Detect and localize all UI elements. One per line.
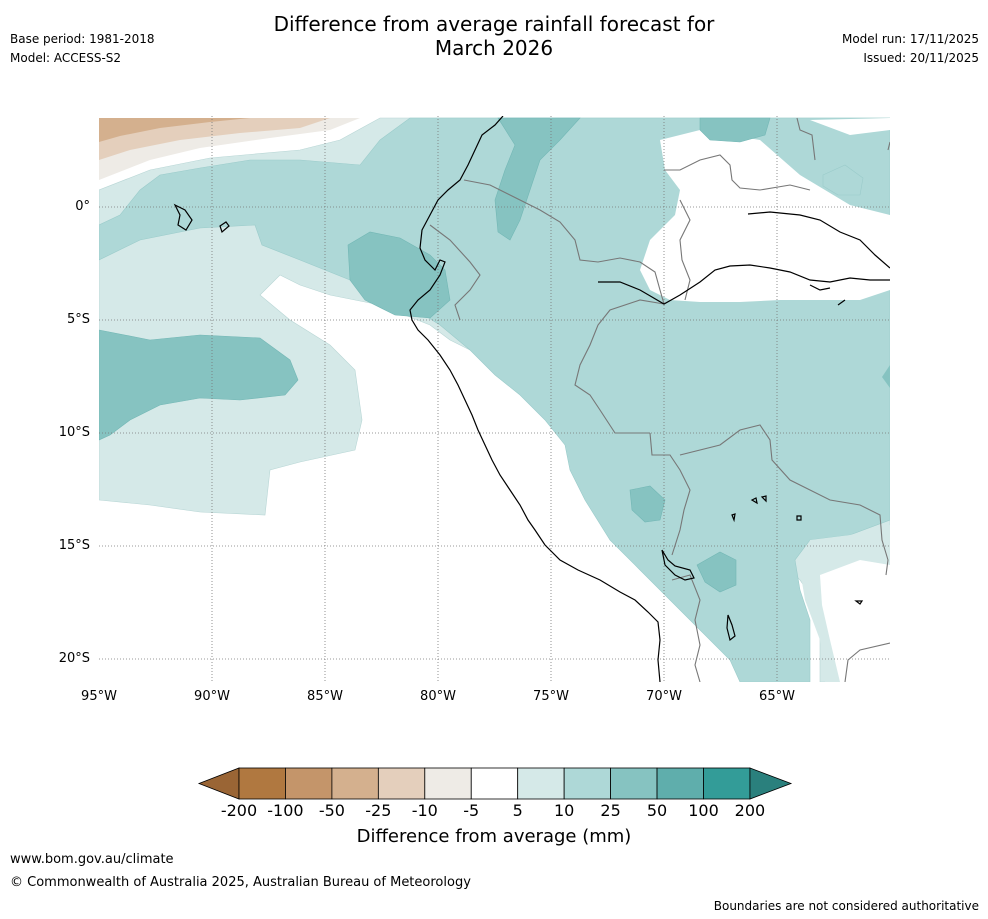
copyright-text: © Commonwealth of Australia 2025, Austra… (10, 875, 471, 890)
colorbar-extend-low (197, 767, 240, 800)
lon-label-85w: 85°W (307, 689, 343, 704)
model-text: Model: ACCESS-S2 (10, 51, 122, 65)
lon-label-90w: 90°W (194, 689, 230, 704)
colorbar-tick-label: 50 (646, 801, 668, 820)
map-area (99, 116, 890, 682)
contour-brown-dry (99, 118, 250, 142)
coastline (173, 116, 890, 682)
colorbar-swatch (656, 767, 704, 800)
lon-label-80w: 80°W (420, 689, 456, 704)
contour-dark-teal-north (494, 117, 581, 241)
contour-dark-teal-ne (699, 117, 771, 143)
disclaimer-text: Boundaries are not considered authoritat… (713, 899, 979, 913)
lon-label-95w: 95°W (81, 689, 117, 704)
colorbar-tick-label: 10 (553, 801, 575, 820)
title-line-1: Difference from average rainfall forecas… (273, 12, 715, 36)
contour-white-east (810, 118, 890, 135)
colorbar-swatch (610, 767, 658, 800)
colorbar-tick-label: -10 (411, 801, 438, 820)
colorbar-swatch (424, 767, 472, 800)
contour-white-north (640, 130, 890, 302)
colorbar-tick-label: 5 (512, 801, 523, 820)
colorbar-tick-label: -100 (267, 801, 304, 820)
contour-dark-teal-coast (347, 231, 451, 319)
base-period-text: Base period: 1981-2018 (10, 32, 155, 46)
colorbar-swatch (517, 767, 565, 800)
lon-label-70w: 70°W (646, 689, 682, 704)
colorbar-tick-label: -25 (365, 801, 392, 820)
contour-dark-teal-small-1 (629, 485, 666, 523)
colorbar-tick-label: 200 (734, 801, 766, 820)
lat-label-10s: 10°S (58, 425, 90, 440)
lat-label-5s: 5°S (66, 312, 90, 327)
title-line-2: March 2026 (434, 36, 554, 60)
colorbar-extend-high (749, 767, 793, 800)
colorbar-tick-label: -5 (463, 801, 480, 820)
page-title: Difference from average rainfall forecas… (0, 12, 988, 60)
colorbar-swatch (331, 767, 379, 800)
lat-label-20s: 20°S (58, 651, 90, 666)
model-run-text: Model run: 17/11/2025 (841, 32, 979, 46)
colorbar-swatch (703, 767, 751, 800)
colorbar-swatch (563, 767, 612, 800)
colorbar-tick-label: -50 (318, 801, 345, 820)
lon-label-65w: 65°W (759, 689, 795, 704)
contour-dark-teal-small-3 (822, 164, 864, 196)
gridlines (99, 116, 890, 682)
colorbar-swatch (285, 767, 333, 800)
colorbar-swatch (238, 767, 286, 800)
contour-dark-teal-west (99, 329, 299, 441)
lon-label-75w: 75°W (533, 689, 569, 704)
lat-label-15s: 15°S (58, 538, 90, 553)
colorbar-tick-label: 25 (600, 801, 621, 820)
colorbar-tick-label: 100 (688, 801, 719, 820)
issued-text: Issued: 20/11/2025 (863, 51, 979, 65)
colorbar-tick-label: -200 (220, 801, 258, 820)
lat-label-0: 0° (75, 199, 90, 214)
contour-dark-teal-edge (882, 365, 890, 388)
colorbar-swatch (377, 767, 426, 800)
contour-white-south (820, 560, 890, 682)
country-borders (429, 117, 890, 682)
website-text: www.bom.gov.au/climate (10, 852, 174, 867)
contour-dark-teal-small-2 (696, 551, 737, 593)
colorbar-title: Difference from average (mm) (356, 826, 632, 847)
colorbar-swatch (470, 767, 519, 800)
